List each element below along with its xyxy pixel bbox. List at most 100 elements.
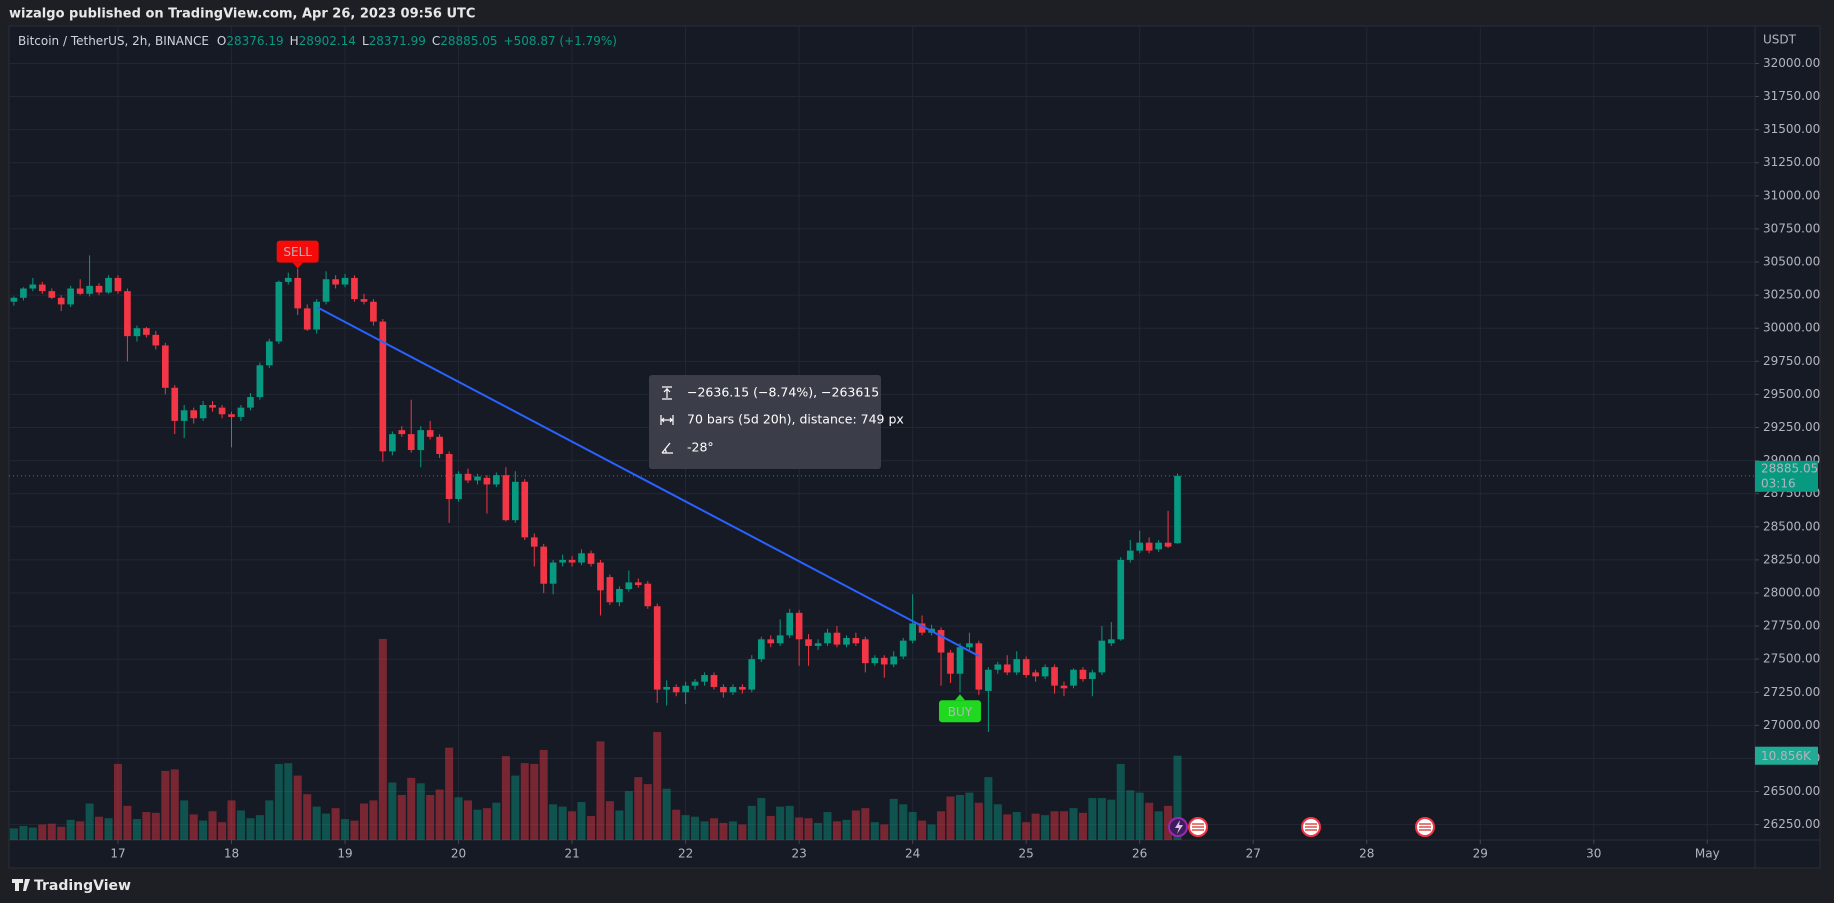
measure-tooltip: −2636.15 (−8.74%), −263615 70 bars (5d 2… [649, 375, 904, 469]
volume-bar [653, 732, 662, 840]
candle-body [720, 686, 727, 693]
candle-body [966, 643, 973, 648]
volume-bar [236, 810, 245, 840]
volume-bar [1031, 813, 1040, 840]
candle-body [833, 632, 841, 645]
volume-bar [634, 777, 643, 840]
volume-bar [66, 819, 75, 840]
volume-bar [388, 782, 397, 840]
candle-body [1032, 672, 1039, 677]
open-label: O [217, 34, 226, 48]
volume-bar [955, 794, 964, 840]
volume-bar [549, 804, 558, 840]
currency: USDT [1763, 33, 1797, 47]
candle-body [890, 656, 898, 665]
candle-body [947, 652, 954, 674]
candle-body [1117, 559, 1125, 640]
y-tick-label: 29250.00 [1763, 420, 1820, 434]
candle-body [786, 612, 794, 636]
volume-bar [974, 802, 983, 840]
volume-bar [303, 794, 312, 840]
candle-body [559, 559, 566, 563]
volume-bar [189, 814, 198, 840]
x-tick-label: 20 [451, 847, 466, 861]
candle-body [218, 407, 226, 415]
candle-body [701, 675, 708, 682]
volume-bar [19, 826, 28, 840]
y-tick-label: 31750.00 [1763, 89, 1820, 103]
candle-body [985, 669, 992, 691]
candle-body [795, 612, 803, 640]
candle-body [672, 686, 680, 693]
candle-body [284, 277, 292, 282]
volume-bar [57, 826, 66, 840]
signal-pointer [292, 262, 303, 269]
candle-body [1041, 667, 1049, 677]
candle-body [1089, 672, 1096, 680]
volume-bar [937, 811, 946, 840]
volume-bar [142, 812, 151, 840]
candle-body [95, 285, 103, 293]
candle-body [937, 630, 945, 653]
candle-body [956, 647, 964, 674]
volume-bar [719, 822, 728, 840]
volume-bar [1088, 798, 1097, 840]
volume-bar [624, 791, 633, 840]
signal-box [938, 700, 981, 723]
volume-bar [709, 818, 718, 840]
candle-body [379, 321, 387, 452]
volume-bar [795, 817, 804, 840]
candle-body [1098, 640, 1106, 673]
candle-body [1003, 664, 1011, 673]
volume-bar [113, 763, 122, 840]
volume-bar [587, 815, 596, 840]
candle-body [871, 657, 879, 664]
x-tick-label: 27 [1246, 847, 1261, 861]
volume-bar [558, 806, 567, 840]
volume-bar [530, 763, 539, 840]
volume-bar [132, 819, 141, 840]
candle-body [587, 553, 595, 564]
volume-bar [776, 806, 785, 840]
candle-body [767, 639, 775, 644]
volume-bar [1145, 802, 1154, 840]
candle-body [994, 664, 1002, 670]
candle-body [663, 686, 670, 690]
candle-body [578, 553, 585, 563]
volume-bar [322, 813, 331, 840]
volume-bar [350, 820, 359, 840]
volume-bar [426, 794, 435, 840]
candle-body [398, 430, 406, 435]
volume-bar [728, 821, 737, 840]
volume-bar [568, 811, 577, 840]
event-icon-stripes [1192, 823, 1431, 831]
icon-price [662, 386, 672, 400]
candle-body [332, 279, 339, 285]
volume-bar [1050, 811, 1059, 840]
candle-body [180, 410, 188, 421]
candle-body [1107, 639, 1115, 644]
x-tick-label: 18 [224, 847, 239, 861]
y-tick-label: 28250.00 [1763, 552, 1820, 566]
candle-body [1079, 669, 1087, 680]
volume-bar [1164, 805, 1173, 840]
candle-body [237, 407, 245, 417]
volume-bar [643, 784, 652, 840]
volume-pane [9, 638, 1182, 840]
volume-bar [1107, 799, 1116, 840]
brand-logo [12, 879, 30, 891]
candle-body [739, 686, 746, 690]
price-tag [1755, 460, 1818, 492]
grid: 26250.0026500.0026750.0027000.0027250.00… [9, 26, 1820, 861]
volume-bar [596, 741, 605, 840]
y-tick-label: 31250.00 [1763, 155, 1820, 169]
y-tick-label: 30000.00 [1763, 321, 1820, 335]
brand: TradingView [34, 878, 131, 894]
y-tick-label: 27000.00 [1763, 718, 1820, 732]
candle-body [1070, 669, 1077, 686]
volume-bar [520, 763, 529, 840]
icon-bars [660, 415, 674, 425]
signal-pointer [954, 694, 965, 701]
close-value: 28885.05 [440, 34, 497, 48]
y-tick-label: 30750.00 [1763, 221, 1820, 235]
